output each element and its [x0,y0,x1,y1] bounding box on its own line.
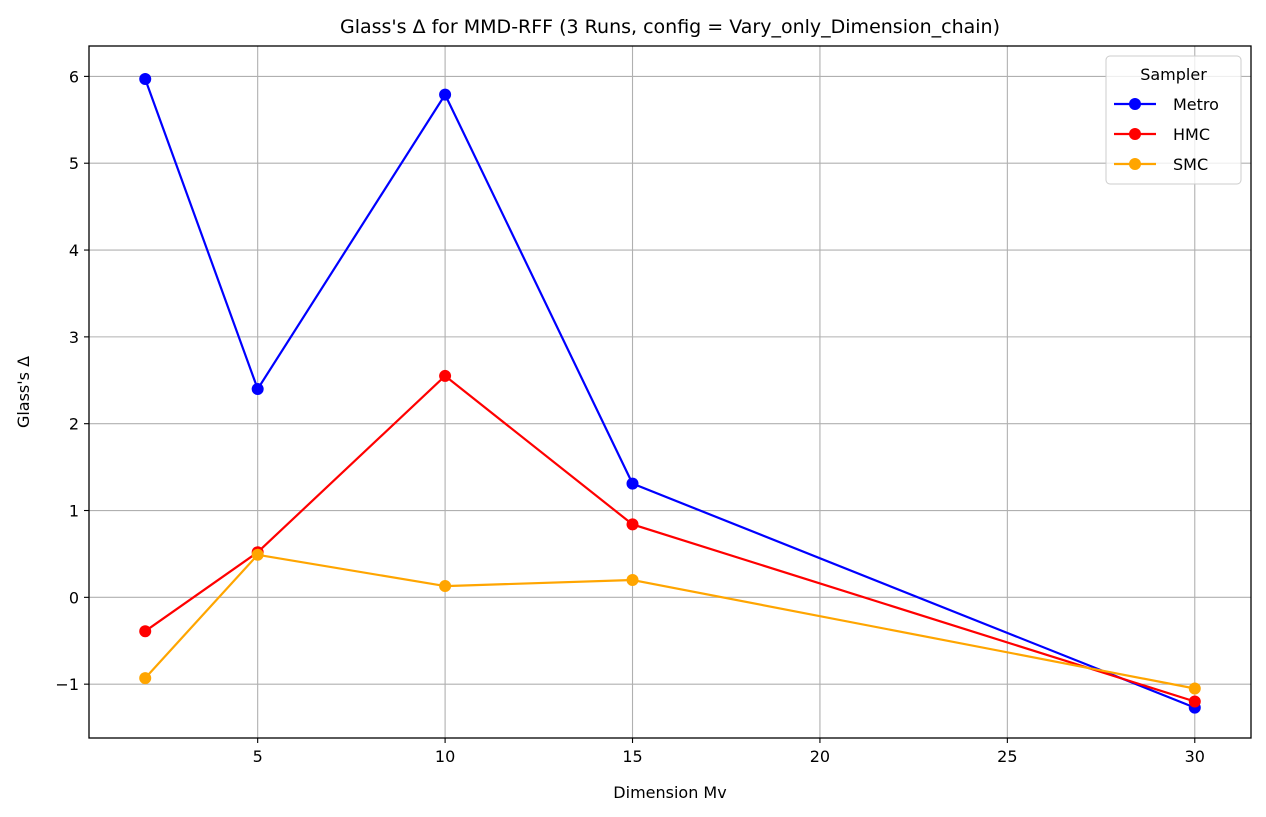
y-tick-label: 4 [69,241,79,260]
legend-marker [1129,98,1141,110]
y-axis-label: Glass's Δ [14,356,33,428]
x-tick-label: 20 [810,747,830,766]
data-point-hmc [626,518,639,531]
data-point-metro [251,382,264,395]
data-point-smc [439,580,452,593]
y-tick-label: −1 [55,675,79,694]
legend-label: Metro [1173,95,1219,114]
y-tick-label: 3 [69,328,79,347]
x-tick-label: 30 [1185,747,1205,766]
series-line-smc [144,553,1196,690]
x-axis-label: Dimension Mv [613,783,726,802]
data-point-metro [626,477,639,490]
legend-box [1105,55,1242,185]
x-tick-label: 5 [253,747,263,766]
legend-label: SMC [1173,155,1208,174]
legend-item-hmc: HMC [1114,125,1210,144]
data-point-smc [626,573,639,586]
data-point-metro [439,88,452,101]
legend-item-metro: Metro [1114,95,1219,114]
series-metro [139,72,1201,714]
data-point-smc [139,672,152,685]
legend-title: Sampler [1140,65,1207,84]
series-group [139,72,1201,714]
x-tick-label: 10 [435,747,455,766]
data-point-smc [251,548,264,561]
legend-item-smc: SMC [1114,155,1208,174]
series-hmc [139,369,1201,708]
series-line-metro [144,78,1196,709]
y-tick-label: 1 [69,502,79,521]
series-smc [139,548,1201,695]
legend-label: HMC [1173,125,1210,144]
ticks: 5 10 15 20 25 30 −1 0 1 2 3 4 5 6 [55,67,1205,766]
data-point-hmc [139,625,152,638]
x-tick-label: 25 [997,747,1017,766]
legend-marker [1129,128,1141,140]
data-point-hmc [439,369,452,382]
x-tick-label: 15 [622,747,642,766]
legend-marker [1129,158,1141,170]
grid [89,46,1251,738]
y-tick-label: 2 [69,415,79,434]
y-tick-label: 5 [69,154,79,173]
data-point-hmc [1188,695,1201,708]
y-tick-label: 6 [69,67,79,86]
plot-frame [88,45,1252,739]
chart-title: Glass's Δ for MMD-RFF (3 Runs, config = … [340,16,1000,38]
y-tick-label: 0 [69,588,79,607]
series-line-hmc [144,374,1196,703]
legend: Sampler Metro HMC SMC [1105,55,1242,185]
data-point-smc [1188,682,1201,695]
data-point-metro [139,72,152,85]
